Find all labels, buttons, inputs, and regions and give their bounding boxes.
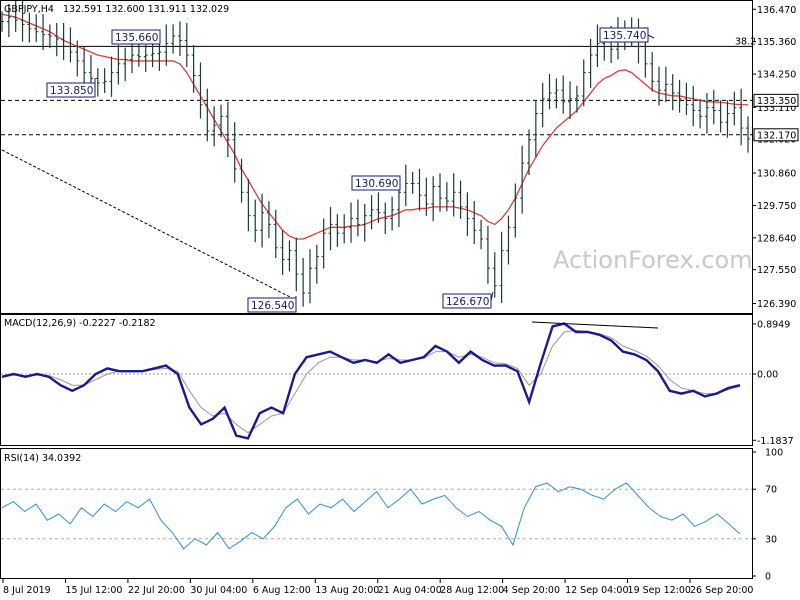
callout-box (247, 297, 297, 313)
callout-leader (647, 34, 655, 39)
price-y-tick-label: 130.860 (757, 169, 796, 180)
price-y-tick-label: 133.110 (757, 103, 796, 114)
price-panel: 38.2 ActionForex.com 135.660 133.850 130.6… (0, 0, 799, 314)
price-level-tag-label: 133.350 (757, 96, 796, 107)
macd-y-tick-label: 0.00 (757, 370, 778, 381)
callout-label: 130.690 (355, 178, 398, 190)
price-level-tag (753, 93, 799, 107)
callout-box (599, 27, 649, 43)
macd-signal-line (1, 329, 741, 434)
x-tick-label: 8 Jul 2019 (3, 585, 51, 596)
macd-divergence-line (531, 321, 659, 329)
x-tick-label: 6 Aug 12:00 (253, 585, 311, 596)
rsi-y-tick-label: 70 (765, 485, 777, 496)
price-y-tick-label: 136.470 (757, 5, 796, 16)
rsi-y-tick-label: 100 (765, 448, 783, 459)
x-tick-label: 15 Jul 12:00 (65, 585, 122, 596)
x-tick-label: 22 Jul 20:00 (128, 585, 185, 596)
rsi-line (1, 482, 741, 550)
price-y-tick-label: 126.390 (757, 299, 796, 310)
price-y-axis: 136.470135.360134.250133.110132.020130.8… (752, 5, 799, 310)
x-tick-label: 26 Sep 20:00 (690, 585, 753, 596)
x-tick-label: 21 Aug 04:00 (378, 585, 442, 596)
price-level-tag-label: 132.170 (757, 130, 796, 141)
macd-title: MACD(12,26,9) -0.2227 -0.2182 (4, 318, 156, 329)
fibonacci-label: 38.2 (735, 36, 756, 47)
price-y-tick-label: 127.550 (757, 265, 796, 276)
price-level-tag (753, 128, 799, 142)
macd-y-axis: 0.8949 0.00 -1.1837 (752, 319, 794, 447)
x-tick-label: 28 Aug 12:00 (440, 585, 504, 596)
x-tick-label: 19 Sep 12:00 (628, 585, 691, 596)
macd-panel-frame (0, 314, 753, 446)
callout-box (351, 175, 401, 191)
rsi-title: RSI(14) 34.0392 (4, 453, 81, 464)
x-tick-label: 30 Jul 04:00 (190, 585, 247, 596)
moving-average-line (1, 13, 748, 240)
price-y-tick-label: 135.360 (757, 37, 796, 48)
macd-panel: 0.8949 0.00 -1.1837 MACD(12,26,9) -0.2227 … (0, 314, 794, 447)
x-tick-label: 12 Sep 04:00 (565, 585, 628, 596)
callout-box (46, 82, 96, 98)
rsi-panel: 100 70 30 0 RSI(14) 34.0392 (0, 448, 783, 583)
trendline (1, 149, 293, 299)
macd-y-tick-label: 0.8949 (757, 319, 790, 330)
callout-label: 126.670 (446, 296, 489, 308)
macd-line (1, 322, 741, 440)
x-axis: 8 Jul 2019 15 Jul 12:00 22 Jul 20:00 30 Jul… (2, 579, 753, 596)
price-panel-frame (0, 0, 753, 314)
price-title: GBPJPY,H4 132.591 132.600 131.911 132.02… (4, 4, 229, 15)
price-y-tick-label: 128.640 (757, 233, 796, 244)
price-y-tick-label: 134.250 (757, 70, 796, 81)
callout-label: 135.660 (115, 32, 158, 44)
callout-label: 135.740 (603, 30, 646, 42)
rsi-y-axis: 100 70 30 0 (752, 448, 783, 583)
watermark: ActionForex.com (553, 246, 753, 274)
rsi-y-tick-label: 0 (765, 572, 771, 583)
callout-box (442, 293, 492, 309)
callout-box (111, 29, 161, 45)
rsi-y-tick-label: 30 (765, 534, 777, 545)
price-y-tick-label: 129.750 (757, 201, 796, 212)
rsi-panel-frame (0, 448, 753, 579)
callout-label: 126.540 (251, 300, 294, 312)
macd-y-tick-label: -1.1837 (757, 436, 794, 447)
x-tick-label: 4 Sep 20:00 (503, 585, 560, 596)
callout-label: 133.850 (50, 85, 93, 97)
x-tick-label: 13 Aug 20:00 (315, 585, 379, 596)
